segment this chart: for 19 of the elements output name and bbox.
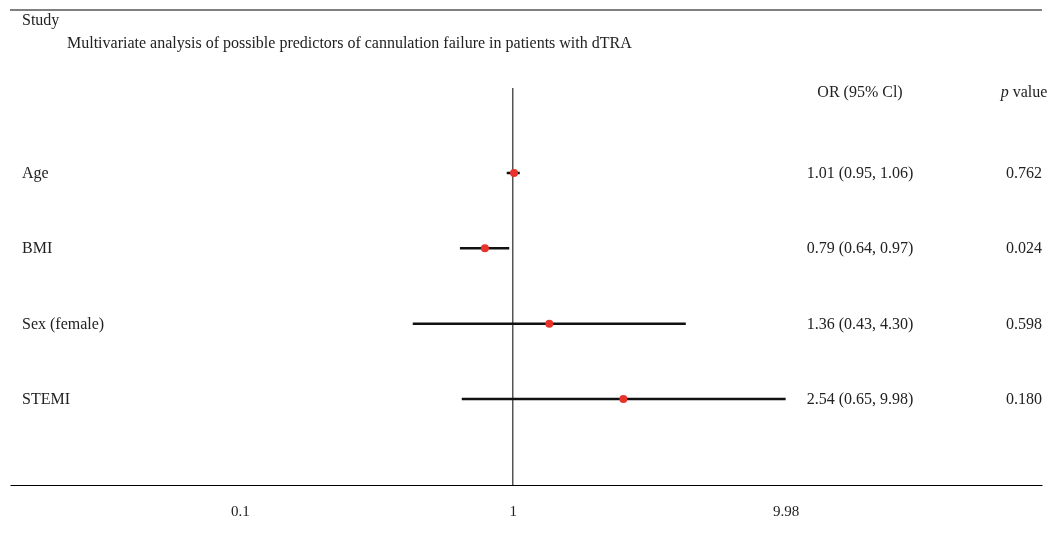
x-tick-label: 1	[509, 502, 518, 519]
annotation: 0.024	[1006, 239, 1042, 257]
y-tick-label: Sex (female)	[22, 314, 105, 333]
y-axis-title: Study	[22, 11, 60, 29]
annotation: 2.54 (0.65, 9.98)	[806, 390, 914, 408]
annotation: 0.762	[1006, 164, 1042, 181]
y-tick-label: BMI	[22, 239, 53, 257]
x-tick-label: 0.1	[230, 502, 250, 519]
y-tick-label: STEMI	[22, 390, 70, 407]
annotation: 0.598	[1006, 314, 1042, 332]
x-tick-label: 9.98	[773, 502, 800, 519]
chart-title: Multivariate analysis of possible predictors of cannulation failure in patients with dTRA	[67, 34, 633, 52]
y-tick-label: Age	[22, 164, 49, 182]
annotation: 1.01 (0.95, 1.06)	[806, 164, 914, 182]
annotation: 1.36 (0.43, 4.30)	[806, 314, 914, 333]
annotation: p value	[999, 83, 1048, 101]
annotation: 0.79 (0.64, 0.97)	[806, 239, 914, 258]
annotation: OR (95% Cl)	[817, 83, 903, 101]
annotation: 0.180	[1006, 390, 1042, 407]
